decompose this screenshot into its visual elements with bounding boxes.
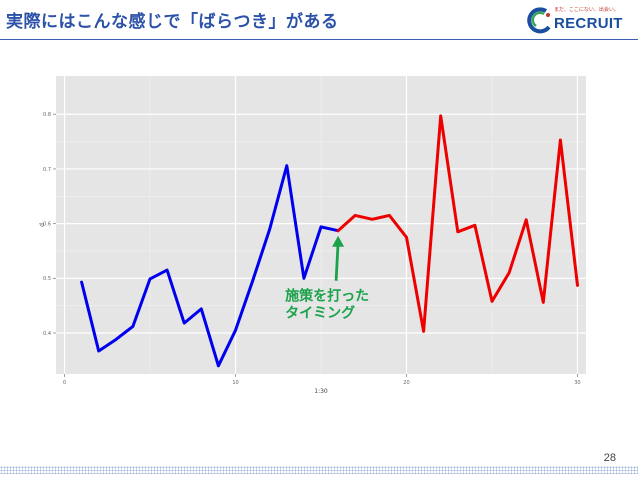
series-line-red <box>336 114 579 333</box>
x-tick-label: 10 <box>232 380 238 386</box>
footer-dot-band <box>0 466 638 474</box>
title-divider <box>0 39 638 40</box>
annotation-arrow-head-icon <box>332 235 345 247</box>
recruit-logo-mark-icon <box>527 7 551 34</box>
x-axis-label: 1:30 <box>314 388 328 395</box>
logo-wordmark: RECRUIT <box>554 15 623 32</box>
logo-tagline: まだ、ここにない、出会い。 <box>554 7 619 13</box>
annotation-text-line: 施策を打った <box>285 288 369 305</box>
recruit-logo: まだ、ここにない、出会い。 RECRUIT <box>524 6 636 36</box>
grid-lines <box>56 76 586 374</box>
annotation-arrow-shaft <box>334 242 340 281</box>
y-axis-label: d <box>39 223 46 227</box>
page-number: 28 <box>603 452 616 464</box>
y-tick-label: 0.6 <box>43 221 51 227</box>
y-tick-label: 0.8 <box>43 112 51 118</box>
series-line-blue <box>80 164 340 368</box>
y-tick-label: 0.5 <box>43 276 51 282</box>
x-tick-label: 30 <box>574 380 580 386</box>
y-tick-label: 0.7 <box>43 167 51 173</box>
x-tick-label: 0 <box>63 380 66 386</box>
y-tick-label: 0.4 <box>43 331 51 337</box>
axes: 0 10 20 30 0.4 0.5 0.6 0.7 0.8 1:30 d <box>39 112 581 395</box>
annotation-text-line: タイミング <box>285 305 355 322</box>
x-tick-label: 20 <box>403 380 409 386</box>
data-series <box>80 114 579 368</box>
slide-title: 実際にはこんな感じで「ばらつき」がある <box>6 12 339 32</box>
